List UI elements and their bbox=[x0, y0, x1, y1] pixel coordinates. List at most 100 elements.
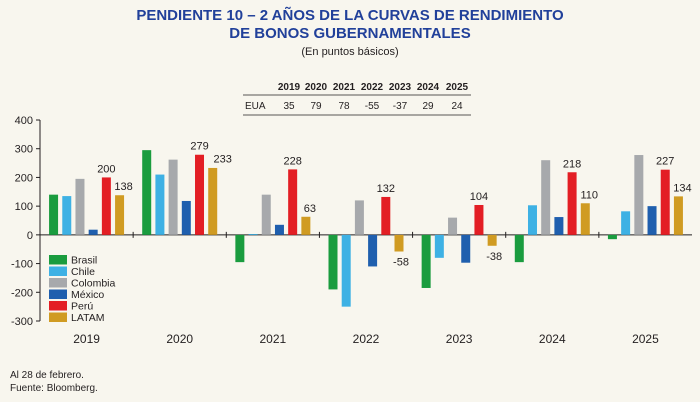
table-year-header: 2022 bbox=[361, 82, 384, 93]
table-year-header: 2020 bbox=[305, 82, 328, 93]
bar-latam-2019 bbox=[115, 195, 125, 235]
data-label-latam-2020: 233 bbox=[214, 154, 232, 166]
bar-brasil-2022 bbox=[328, 234, 338, 290]
legend-swatch-0 bbox=[49, 255, 67, 265]
data-label-peru-2022: 132 bbox=[377, 183, 395, 195]
legend-swatch-2 bbox=[49, 278, 67, 288]
y-tick-label: 300 bbox=[15, 144, 33, 156]
data-label-latam-2024: 110 bbox=[581, 189, 599, 201]
bar-brasil-2023 bbox=[421, 234, 431, 288]
data-label-peru-2023: 104 bbox=[470, 191, 488, 203]
legend-label-1: Chile bbox=[71, 266, 95, 278]
x-tick-label: 2024 bbox=[539, 332, 566, 346]
x-tick-label: 2020 bbox=[166, 332, 193, 346]
table-eua-value: 24 bbox=[451, 101, 463, 112]
data-label-peru-2024: 218 bbox=[563, 158, 581, 170]
bar-colombia-2025 bbox=[634, 155, 644, 235]
date-note: Al 28 de febrero. bbox=[10, 370, 84, 381]
legend-label-4: Perú bbox=[71, 301, 93, 313]
bar-peru-2023 bbox=[474, 204, 484, 235]
legend-swatch-4 bbox=[49, 301, 67, 311]
table-year-header: 2025 bbox=[446, 82, 469, 93]
y-tick-label: -100 bbox=[11, 259, 33, 271]
legend-swatch-1 bbox=[49, 266, 67, 276]
table-row-label: EUA bbox=[245, 101, 266, 112]
bar-mexico-2020 bbox=[181, 200, 191, 235]
bar-brasil-2020 bbox=[142, 150, 152, 235]
bar-chile-2024 bbox=[527, 205, 537, 235]
bar-colombia-2022 bbox=[354, 200, 364, 235]
legend-label-2: Colombia bbox=[71, 278, 116, 290]
data-label-latam-2025: 134 bbox=[673, 182, 691, 194]
data-label-peru-2021: 228 bbox=[283, 155, 301, 167]
x-tick-label: 2025 bbox=[632, 332, 659, 346]
bar-colombia-2019 bbox=[75, 178, 85, 235]
bar-chile-2019 bbox=[62, 196, 72, 235]
bar-brasil-2019 bbox=[49, 194, 59, 235]
bar-mexico-2024 bbox=[554, 217, 564, 235]
bar-latam-2021 bbox=[301, 216, 311, 235]
bar-colombia-2021 bbox=[261, 194, 271, 235]
bar-brasil-2025 bbox=[607, 234, 617, 240]
data-label-peru-2020: 279 bbox=[190, 141, 208, 153]
chart-svg: -300 -200 -100 0 100 200 300 400 2019 200 138 2020 2… bbox=[11, 82, 692, 346]
bar-colombia-2023 bbox=[448, 217, 458, 235]
y-tick-label: 400 bbox=[15, 115, 33, 127]
bar-peru-2021 bbox=[288, 169, 298, 235]
bar-chile-2021 bbox=[248, 234, 258, 235]
y-tick-label: 100 bbox=[15, 201, 33, 213]
bar-chile-2025 bbox=[621, 211, 631, 235]
table-eua-value: 29 bbox=[422, 101, 434, 112]
legend-label-0: Brasil bbox=[71, 255, 97, 267]
table-eua-value: 35 bbox=[283, 101, 295, 112]
data-label-latam-2023: -38 bbox=[486, 251, 502, 263]
bar-peru-2024 bbox=[567, 172, 577, 235]
y-tick-label: -200 bbox=[11, 287, 33, 299]
bar-peru-2019 bbox=[101, 177, 111, 235]
bar-peru-2020 bbox=[195, 154, 205, 235]
chart-subtitle: (En puntos básicos) bbox=[301, 46, 399, 58]
bar-mexico-2021 bbox=[274, 224, 284, 235]
data-label-latam-2019: 138 bbox=[114, 181, 132, 193]
source-note: Fuente: Bloomberg. bbox=[10, 383, 98, 394]
y-tick-label: 0 bbox=[27, 230, 33, 242]
table-eua-value: 78 bbox=[338, 101, 350, 112]
bar-latam-2024 bbox=[580, 203, 590, 235]
legend-swatch-5 bbox=[49, 312, 67, 322]
bar-chile-2020 bbox=[155, 174, 165, 235]
chart-title-line-1: PENDIENTE 10 – 2 AÑOS DE LA CURVAS DE RE… bbox=[136, 7, 564, 24]
bar-latam-2022 bbox=[394, 234, 404, 252]
y-tick-label: -300 bbox=[11, 316, 33, 328]
bar-mexico-2019 bbox=[88, 229, 98, 235]
bar-chile-2023 bbox=[434, 234, 444, 258]
bar-colombia-2020 bbox=[168, 159, 178, 235]
y-tick-label: 200 bbox=[15, 172, 33, 184]
data-label-peru-2019: 200 bbox=[97, 163, 115, 175]
bar-colombia-2024 bbox=[541, 160, 551, 235]
x-tick-label: 2023 bbox=[446, 332, 473, 346]
bar-brasil-2024 bbox=[514, 234, 524, 263]
table-year-header: 2021 bbox=[333, 82, 356, 93]
table-year-header: 2024 bbox=[417, 82, 440, 93]
chart-title-line-2: DE BONOS GUBERNAMENTALES bbox=[229, 25, 471, 42]
legend-swatch-3 bbox=[49, 289, 67, 299]
bar-mexico-2025 bbox=[647, 206, 657, 235]
bar-latam-2020 bbox=[208, 167, 218, 235]
table-year-header: 2023 bbox=[389, 82, 412, 93]
x-tick-label: 2021 bbox=[260, 332, 287, 346]
x-tick-label: 2022 bbox=[353, 332, 380, 346]
table-eua-value: -55 bbox=[365, 101, 380, 112]
bar-peru-2025 bbox=[660, 169, 670, 235]
bar-chile-2022 bbox=[341, 234, 351, 307]
legend-label-5: LATAM bbox=[71, 312, 104, 324]
x-tick-label: 2019 bbox=[73, 332, 100, 346]
legend-label-3: México bbox=[71, 289, 104, 301]
bar-brasil-2021 bbox=[235, 234, 245, 263]
bar-peru-2022 bbox=[381, 196, 391, 235]
data-label-latam-2022: -58 bbox=[393, 257, 409, 269]
data-label-peru-2025: 227 bbox=[656, 156, 674, 168]
bar-latam-2023 bbox=[487, 234, 497, 246]
bar-latam-2025 bbox=[673, 196, 683, 235]
table-year-header: 2019 bbox=[278, 82, 301, 93]
bar-mexico-2023 bbox=[461, 234, 471, 263]
